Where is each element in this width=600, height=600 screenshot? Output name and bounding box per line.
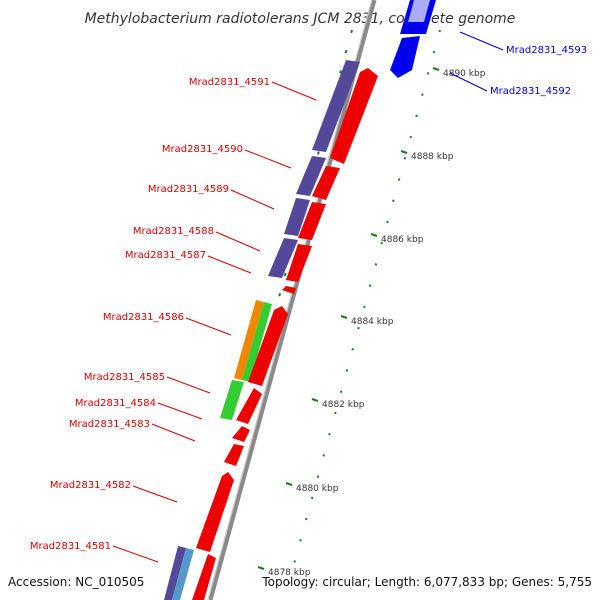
gene-feature-red-3[interactable] bbox=[298, 202, 326, 240]
leader-line bbox=[230, 189, 275, 210]
gene-label[interactable]: Mrad2831_4584 bbox=[75, 398, 156, 409]
gene-feature-4585[interactable] bbox=[220, 380, 244, 420]
map-title: Methylobacterium radiotolerans JCM 2831,… bbox=[85, 11, 516, 27]
gene-feature-4593-highlight bbox=[408, 0, 430, 22]
gene-feature-red-9[interactable] bbox=[224, 444, 244, 466]
leader-line bbox=[271, 81, 317, 101]
leader-line bbox=[132, 485, 178, 503]
tick-mark bbox=[370, 233, 378, 237]
gene-feature-4586-green[interactable] bbox=[242, 302, 272, 382]
gene-label[interactable]: Mrad2831_4586 bbox=[103, 312, 184, 323]
leader-line bbox=[449, 72, 488, 92]
tick-mark bbox=[257, 566, 265, 570]
leader-line bbox=[185, 317, 232, 336]
tick-mark bbox=[285, 482, 293, 486]
gene-label[interactable]: Mrad2831_4582 bbox=[50, 480, 131, 491]
gene-label[interactable]: Mrad2831_4593 bbox=[506, 45, 587, 56]
gene-label[interactable]: Mrad2831_4583 bbox=[69, 419, 150, 430]
gene-feature-4586-orange[interactable] bbox=[234, 300, 264, 380]
gene-feature-red-11[interactable] bbox=[192, 554, 216, 600]
gene-label[interactable]: Mrad2831_4588 bbox=[133, 226, 214, 237]
tick-label: 4886 kbp bbox=[381, 235, 424, 245]
gene-feature-4591[interactable] bbox=[312, 60, 360, 152]
gene-label[interactable]: Mrad2831_4591 bbox=[189, 77, 270, 88]
tick-label: 4880 kbp bbox=[296, 484, 339, 494]
gene-feature-4588[interactable] bbox=[268, 238, 298, 278]
gene-label[interactable]: Mrad2831_4585 bbox=[84, 372, 165, 383]
gene-label[interactable]: Mrad2831_4590 bbox=[162, 144, 243, 155]
gene-label[interactable]: Mrad2831_4587 bbox=[125, 250, 206, 261]
tick-mark bbox=[432, 67, 440, 71]
leader-line bbox=[112, 545, 159, 563]
gene-feature-4590[interactable] bbox=[296, 156, 326, 196]
tick-label: 4878 kbp bbox=[268, 568, 311, 578]
gene-feature-4581-purple[interactable] bbox=[164, 546, 186, 600]
gene-feature-red-8[interactable] bbox=[232, 426, 250, 442]
tick-mark bbox=[340, 315, 348, 319]
gene-label[interactable]: Mrad2831_4589 bbox=[148, 184, 229, 195]
gene-label[interactable]: Mrad2831_4592 bbox=[490, 86, 571, 97]
topology-text: Topology: circular; Length: 6,077,833 bp… bbox=[261, 575, 592, 589]
tick-label: 4888 kbp bbox=[411, 152, 454, 162]
leader-line bbox=[215, 231, 261, 252]
gene-feature-4589[interactable] bbox=[284, 198, 310, 236]
gene-features bbox=[164, 0, 436, 600]
gene-feature-red-2[interactable] bbox=[312, 166, 340, 200]
gene-feature-red-4[interactable] bbox=[286, 244, 312, 282]
gene-label[interactable]: Mrad2831_4581 bbox=[30, 541, 111, 552]
leader-line bbox=[157, 402, 203, 420]
tick-label: 4890 kbp bbox=[443, 69, 486, 79]
gene-feature-red-7[interactable] bbox=[236, 388, 262, 424]
leader-line bbox=[166, 376, 211, 394]
gene-feature-red-10[interactable] bbox=[196, 472, 234, 552]
tick-label: 4882 kbp bbox=[322, 400, 365, 410]
accession-text: Accession: NC_010505 bbox=[8, 575, 144, 589]
leader-line bbox=[244, 149, 292, 169]
leader-line bbox=[207, 255, 252, 274]
tick-mark bbox=[311, 398, 319, 402]
gene-feature-4581-blue[interactable] bbox=[172, 548, 194, 600]
gene-feature-red-5[interactable] bbox=[282, 286, 296, 294]
gene-feature-red-1[interactable] bbox=[330, 68, 378, 164]
tick-mark bbox=[400, 150, 408, 154]
tick-labels: 4890 kbp 4888 kbp 4886 kbp 4884 kbp 4882 kbp… bbox=[257, 67, 486, 578]
tick-label: 4884 kbp bbox=[351, 317, 394, 327]
gene-feature-red-6[interactable] bbox=[248, 306, 288, 386]
leader-line bbox=[459, 31, 504, 51]
leader-line bbox=[151, 423, 196, 442]
gene-feature-4592[interactable] bbox=[390, 36, 420, 78]
gene-labels: Mrad2831_4593 Mrad2831_4592 Mrad2831_4591 M… bbox=[30, 31, 587, 563]
